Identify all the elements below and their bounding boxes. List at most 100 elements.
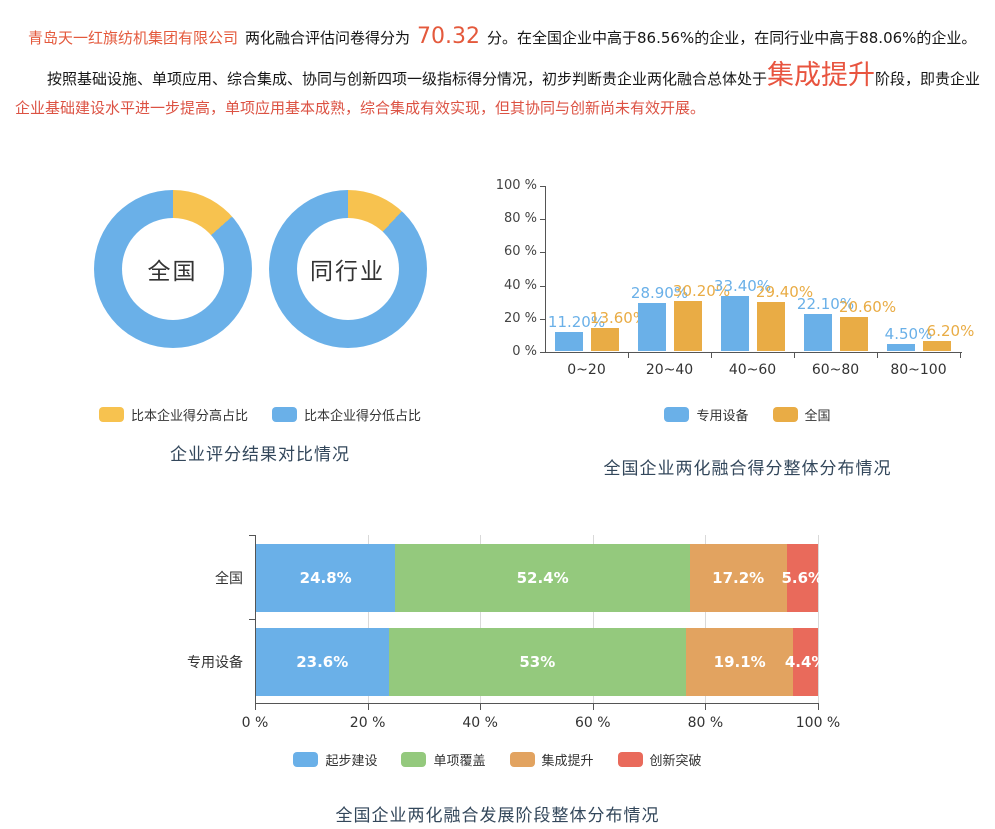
segment-single-coverage: 53% [388,628,687,696]
y-axis-tick [540,352,545,353]
bar-special-equipment-0 [554,332,583,351]
bar-chart-panel: 0 % 20 % 40 % 60 % 80 % 100 % 0~20 11.20% 13.60%… [496,170,995,490]
assessment-part1: 按照基础设施、单项应用、综合集成、协同与创新四项一级指标得分情况，初步判断贵企业… [47,70,768,88]
bar-national-0 [590,328,619,351]
bar-plot: 0 % 20 % 40 % 60 % 80 % 100 % 0~20 11.20% 13.60%… [496,178,975,378]
legend-swatch-integration-improvement [509,752,535,767]
x-axis-tick [480,704,482,710]
intro-after-score: 分。在全国企业中高于86.56%的企业，在同行业中高于88.06%的企业。 [487,29,977,47]
intro-paragraph: 青岛天一红旗纺机集团有限公司 两化融合评估问卷得分为 70.32 分。在全国企业中高于… [28,18,988,55]
y-axis-label: 60 % [503,244,537,260]
stacked-chart-panel: 0 % 20 % 40 % 60 % 80 % 100 % 全国 24.8% 52.4% 17.2… [0,520,995,829]
bar-value-label: 4.50% [884,324,933,343]
legend-swatch-lower [272,407,297,422]
x-axis-label: 20 % [349,715,386,731]
bar-special-equipment-1 [637,303,666,351]
legend-swatch-national [772,407,798,422]
x-axis-line [255,703,819,704]
score-value: 70.32 [417,24,481,49]
x-axis-label: 0 % [241,715,269,731]
x-axis-label: 40~60 [728,362,777,378]
assessment-paragraph: 按照基础设施、单项应用、综合集成、协同与创新四项一级指标得分情况，初步判断贵企业… [15,62,983,122]
stacked-legend: 起步建设 单项覆盖 集成提升 创新突破 [0,750,995,769]
x-axis-tick [877,353,878,358]
legend-label: 比本企业得分高占比 [130,409,248,424]
x-axis-tick [794,353,795,358]
legend-item-innovation-breakthrough[interactable]: 创新突破 [617,750,702,769]
x-axis-label: 80 % [687,715,724,731]
legend-item-integration-improvement[interactable]: 集成提升 [509,750,594,769]
grid-line [367,535,369,703]
legend-item-special-equipment[interactable]: 专用设备 [664,405,749,424]
x-axis-label: 60 % [575,715,611,731]
x-axis-label: 40 % [462,715,498,731]
x-axis-label: 60~80 [811,362,860,378]
segment-innovation-breakthrough: 5.6% [781,544,823,612]
legend-swatch-initial-construction [293,752,319,767]
company-name: 青岛天一红旗纺机集团有限公司 [28,29,239,47]
y-axis-tick [540,252,545,254]
bar-value-label: 20.60% [838,297,897,316]
stacked-bar-row-special-equipment: 23.6% 53% 19.1% 4.4% [256,628,826,696]
bar-special-equipment-2 [720,295,749,351]
bar-value-label: 33.40% [713,276,772,295]
legend-item-national[interactable]: 全国 [772,405,831,424]
bar-national-2 [756,302,785,351]
intro-lead-text: 两化融合评估问卷得分为 [245,29,411,47]
segment-single-coverage: 52.4% [395,544,690,612]
y-axis-line [255,535,256,704]
legend-label: 全国 [804,409,831,424]
legend-item-single-coverage[interactable]: 单项覆盖 [401,750,486,769]
segment-innovation-breakthrough: 4.4% [785,628,826,696]
y-axis-tick [540,285,545,287]
y-axis-tick [249,619,255,620]
bar-national-4 [922,340,951,351]
assessment-part2: 阶段，即贵企业 [875,70,981,88]
legend-label: 专用设备 [696,409,749,424]
x-axis-tick [711,353,712,358]
y-axis-tick [540,219,545,221]
legend-label: 起步建设 [325,754,378,769]
bar-value-label: 6.20% [926,321,975,340]
x-axis-tick [628,353,629,358]
bar-value-label: 11.20% [547,313,606,332]
grid-line [480,535,482,703]
y-axis-label: 100 % [495,178,537,193]
bar-special-equipment-3 [803,314,832,351]
legend-swatch-special-equipment [664,407,690,422]
donut-center-label-industry: 同行业 [296,218,399,320]
donut-center-label-national: 全国 [121,218,224,320]
y-axis-tick [249,535,255,536]
legend-label: 集成提升 [541,754,594,769]
bar-value-label: 13.60% [589,309,648,328]
x-axis-line [545,352,962,353]
stacked-bar-row-national: 24.8% 52.4% 17.2% 5.6% [256,544,823,612]
assessment-part3: 企业基础建设水平进一步提高，单项应用基本成熟，综合集成有效实现，但其协同与创新尚… [15,98,706,117]
category-label-special-equipment: 专用设备 [187,655,243,671]
donut-chart-national: 全国 [93,190,252,348]
stacked-chart-title: 全国企业两化融合发展阶段整体分布情况 [335,806,660,826]
x-axis-tick [255,704,256,710]
y-axis-line [545,186,546,353]
segment-initial-construction: 23.6% [256,628,389,696]
bar-value-label: 30.20% [672,281,731,300]
legend-label: 比本企业得分低占比 [304,409,422,424]
bar-value-label: 28.90% [630,284,689,303]
x-axis-label: 0~20 [567,362,606,378]
legend-label: 创新突破 [649,754,702,769]
y-axis-label: 0 % [512,344,537,359]
grid-line [705,535,707,703]
bar-legend: 专用设备 全国 [500,405,995,424]
bar-special-equipment-4 [886,343,915,351]
stage-name: 集成提升 [767,60,876,91]
x-axis-tick [705,704,707,710]
legend-item-higher[interactable]: 比本企业得分高占比 [98,405,248,424]
donut-chart-industry: 同行业 [268,190,427,348]
legend-item-lower[interactable]: 比本企业得分低占比 [272,405,421,424]
x-axis-tick [818,704,819,710]
donut-legend: 比本企业得分高占比 比本企业得分低占比 [60,405,460,424]
legend-item-initial-construction[interactable]: 起步建设 [293,750,377,769]
bar-national-1 [673,300,702,351]
x-axis-tick [367,704,369,710]
